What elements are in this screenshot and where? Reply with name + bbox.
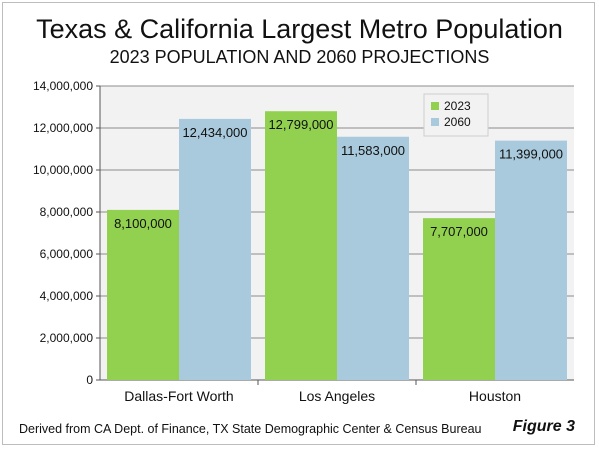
bar-2060 [337, 136, 409, 380]
y-tick-label: 6,000,000 [40, 247, 94, 261]
legend-label: 2060 [444, 115, 471, 129]
data-label: 12,434,000 [182, 125, 247, 140]
bar-2023 [265, 111, 337, 380]
y-tick-label: 14,000,000 [33, 79, 93, 93]
y-tick-label: 0 [86, 373, 93, 387]
chart-subtitle: 2023 POPULATION AND 2060 PROJECTIONS [109, 47, 490, 67]
x-tick-label: Houston [469, 388, 521, 404]
bar-2060 [495, 140, 567, 380]
y-tick-label: 12,000,000 [33, 121, 93, 135]
data-label: 12,799,000 [268, 117, 333, 132]
y-tick-label: 8,000,000 [40, 205, 94, 219]
data-label: 8,100,000 [114, 216, 172, 231]
x-tick-label: Los Angeles [299, 388, 375, 404]
bar-2023 [423, 218, 495, 380]
y-tick-label: 10,000,000 [33, 163, 93, 177]
legend-swatch [431, 118, 439, 126]
data-label: 11,399,000 [499, 147, 563, 162]
y-tick-label: 4,000,000 [40, 289, 94, 303]
data-label: 7,707,000 [430, 224, 488, 239]
y-tick-label: 2,000,000 [40, 331, 94, 345]
bar-2023 [107, 209, 179, 380]
legend-label: 2023 [444, 99, 471, 113]
chart-title: Texas & California Largest Metro Populat… [36, 14, 563, 44]
legend-swatch [431, 102, 439, 110]
figure-label: Figure 3 [512, 418, 575, 435]
bar-2060 [179, 118, 251, 381]
x-tick-label: Dallas-Fort Worth [124, 388, 233, 404]
legend-box [423, 93, 489, 137]
data-label: 11,583,000 [341, 143, 405, 158]
source-note: Derived from CA Dept. of Finance, TX Sta… [19, 422, 482, 436]
